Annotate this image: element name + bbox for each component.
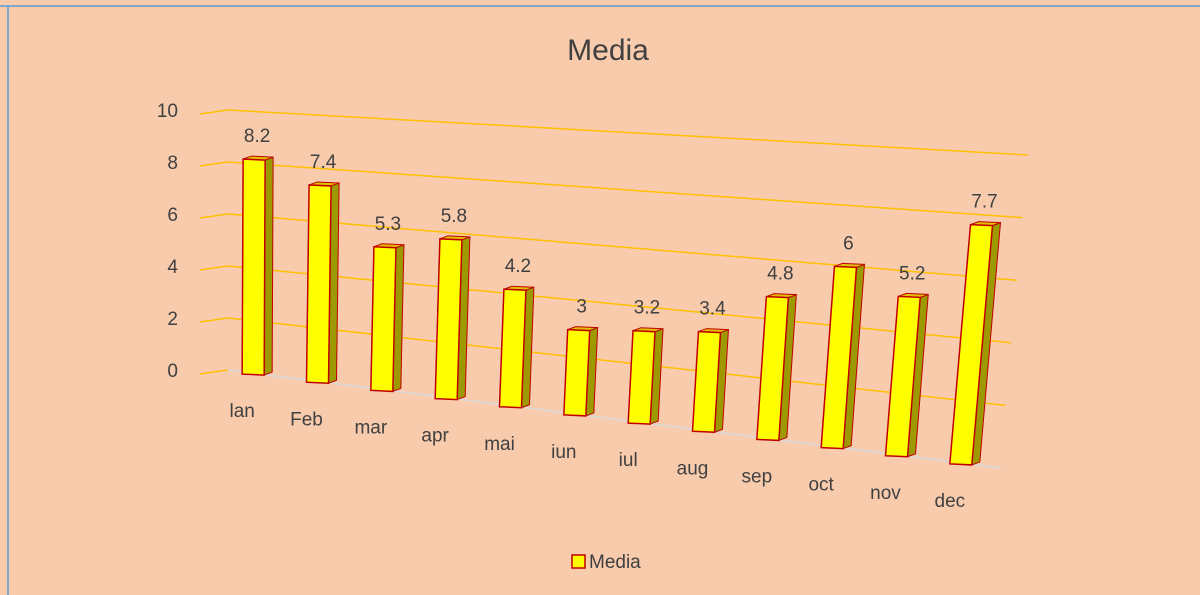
- x-tick-label: mar: [354, 417, 387, 438]
- y-tick-label: 2: [167, 309, 178, 330]
- bar: [884, 295, 922, 458]
- data-label: 8.2: [244, 126, 270, 147]
- bar: [691, 330, 722, 434]
- x-tick-label: lan: [229, 401, 254, 422]
- data-label: 5.3: [375, 214, 401, 235]
- tick-mark: [199, 369, 229, 375]
- y-tick-label: 0: [167, 361, 178, 382]
- data-label: 5.8: [441, 206, 467, 227]
- grid-line: [227, 317, 1006, 407]
- data-label: 4.8: [767, 264, 793, 285]
- chart-title: Media: [567, 34, 649, 67]
- data-label: 6: [843, 233, 854, 254]
- x-tick-label: dec: [935, 491, 966, 512]
- data-label: 7.7: [971, 192, 997, 213]
- tick-mark: [199, 109, 229, 115]
- grid-line: [227, 109, 1029, 156]
- bar: [370, 245, 397, 393]
- x-tick-label: apr: [421, 426, 449, 447]
- x-tick-label: iun: [551, 442, 576, 463]
- bar: [563, 328, 591, 417]
- bar: [241, 158, 266, 376]
- grid-line: [227, 369, 1001, 469]
- bar: [949, 223, 994, 466]
- tick-mark: [199, 317, 229, 323]
- bar: [820, 265, 858, 450]
- x-tick-label: Feb: [290, 409, 323, 430]
- bar: [498, 288, 527, 409]
- grid-line: [227, 265, 1012, 344]
- tick-mark: [199, 161, 229, 167]
- x-tick-label: iul: [619, 450, 638, 471]
- bar: [305, 184, 332, 385]
- tick-mark: [199, 265, 229, 271]
- y-tick-label: 4: [167, 257, 178, 278]
- legend-swatch: [571, 554, 586, 569]
- grid-line: [227, 213, 1017, 281]
- bar: [434, 238, 463, 401]
- data-label: 5.2: [899, 263, 925, 284]
- grid-line: [227, 161, 1023, 219]
- y-tick-label: 10: [157, 101, 178, 122]
- data-label: 3: [576, 297, 587, 318]
- y-tick-label: 8: [167, 153, 178, 174]
- bar: [627, 329, 656, 425]
- data-label: 3.4: [699, 299, 726, 320]
- legend-label: Media: [589, 552, 641, 573]
- x-tick-label: aug: [677, 458, 709, 479]
- data-label: 4.2: [505, 256, 531, 277]
- x-tick-label: nov: [870, 483, 901, 504]
- x-tick-label: sep: [742, 466, 773, 487]
- tick-mark: [199, 213, 229, 219]
- bar: [756, 295, 790, 442]
- data-label: 3.2: [634, 298, 660, 319]
- y-tick-label: 6: [167, 205, 178, 226]
- x-tick-label: oct: [808, 475, 834, 496]
- data-label: 7.4: [310, 152, 337, 173]
- x-tick-label: mai: [484, 434, 515, 455]
